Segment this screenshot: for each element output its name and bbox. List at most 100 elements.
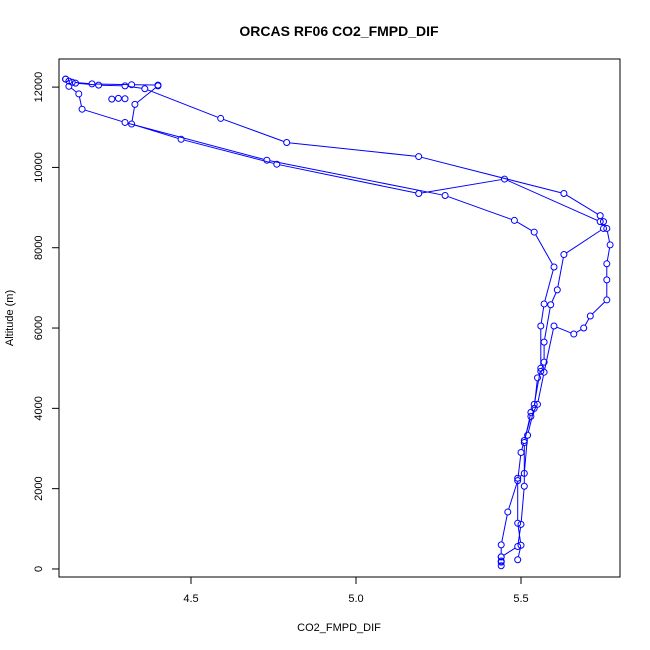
series-3-segment	[78, 96, 82, 107]
series-points	[62, 75, 614, 570]
series-2-point	[415, 190, 423, 198]
series-2-segment	[544, 307, 551, 340]
series-1-point	[596, 212, 604, 220]
series-3-segment	[127, 122, 265, 160]
series-3-segment	[534, 371, 541, 402]
series-2-point	[154, 82, 162, 90]
series-1-point	[217, 114, 225, 122]
series-lines	[68, 79, 611, 557]
series-3-point	[527, 408, 535, 416]
series-2-point	[514, 519, 522, 527]
series-1-point	[560, 190, 568, 198]
y-tick-label: 10000	[33, 152, 45, 183]
series-1-point	[520, 436, 528, 444]
series-1-segment	[606, 247, 611, 261]
series-1-segment	[556, 326, 572, 334]
series-1-point	[517, 449, 525, 457]
series-3-segment	[269, 160, 443, 196]
chart-title: ORCAS RF06 CO2_FMPD_DIF	[239, 23, 439, 39]
series-2-segment	[507, 179, 598, 221]
series-2-point	[517, 541, 525, 549]
series-2-segment	[131, 107, 135, 122]
series-1-segment	[223, 118, 285, 142]
series-3-point	[540, 300, 548, 308]
series-1-point	[550, 322, 558, 330]
series-3-segment	[517, 527, 522, 544]
series-2-point	[131, 100, 139, 108]
series-2-point	[600, 224, 607, 232]
series-1-point	[497, 562, 505, 570]
y-tick-label: 8000	[33, 235, 45, 259]
series-1-point	[72, 79, 79, 87]
y-tick-label: 2000	[33, 476, 45, 500]
series-3-point	[537, 364, 545, 372]
series-1-point	[580, 324, 588, 332]
series-3-point	[520, 438, 528, 446]
series-1-segment	[127, 85, 142, 89]
y-axis: 0 2000 4000 6000 8000 10000 12000	[33, 72, 60, 572]
series-1-point	[497, 541, 505, 549]
series-1-point	[603, 296, 611, 304]
series-3-point	[550, 263, 558, 271]
series-1-point	[603, 276, 611, 284]
y-tick-label: 6000	[33, 316, 45, 340]
series-1-point	[586, 312, 594, 320]
series-4-point	[121, 95, 129, 103]
series-1-point	[600, 218, 607, 226]
plot-frame	[58, 58, 621, 578]
series-2-point	[520, 469, 528, 477]
series-2-point	[128, 81, 136, 89]
x-axis: 4.5 5.0 5.5	[183, 576, 529, 605]
x-tick-label: 5.0	[348, 593, 363, 605]
series-2-point	[560, 251, 568, 259]
series-2-point	[534, 374, 541, 382]
series-3-point	[520, 482, 528, 490]
series-2-point	[62, 75, 70, 83]
series-1-point	[283, 139, 291, 147]
series-2-segment	[557, 257, 564, 288]
series-3-segment	[70, 87, 77, 93]
series-1-point	[514, 477, 522, 485]
series-1-point	[504, 508, 512, 516]
series-2-point	[88, 80, 96, 88]
y-axis-label: Altitude (m)	[4, 290, 16, 346]
series-1-segment	[78, 82, 96, 86]
series-3-point	[537, 322, 545, 330]
series-3-point	[121, 118, 129, 126]
series-2-segment	[75, 82, 90, 85]
series-3-segment	[503, 547, 516, 556]
series-1-segment	[517, 455, 522, 478]
series-3-segment	[540, 306, 545, 324]
series-1-segment	[421, 156, 562, 194]
series-1-point	[603, 260, 611, 268]
series-3-point	[530, 228, 538, 236]
x-axis-label: CO2_FMPD_DIF	[297, 622, 381, 634]
series-2-segment	[551, 292, 557, 303]
series-1-point	[415, 153, 423, 161]
series-2-point	[514, 474, 522, 482]
series-3-segment	[535, 234, 553, 265]
series-2-segment	[94, 83, 129, 86]
y-tick-label: 4000	[33, 396, 45, 420]
series-1-segment	[289, 142, 416, 157]
x-tick-label: 5.5	[513, 593, 528, 605]
series-1-point	[570, 330, 578, 338]
series-2-point	[501, 175, 508, 183]
series-1-point	[606, 241, 614, 249]
series-1-segment	[576, 329, 582, 333]
series-3-point	[441, 192, 449, 200]
series-4-point	[108, 95, 116, 103]
series-2-segment	[279, 164, 416, 194]
series-2-point	[553, 286, 561, 294]
series-1-segment	[566, 194, 598, 215]
series-2-segment	[517, 548, 521, 557]
y-tick-label: 12000	[33, 72, 45, 103]
series-2-point	[540, 358, 548, 366]
series-1-point	[527, 412, 535, 420]
series-1-point	[121, 82, 129, 90]
series-1-segment	[147, 89, 219, 118]
series-1-segment	[521, 443, 524, 450]
series-2-segment	[566, 229, 602, 254]
series-1-segment	[537, 375, 544, 402]
series-1-segment	[584, 318, 590, 326]
